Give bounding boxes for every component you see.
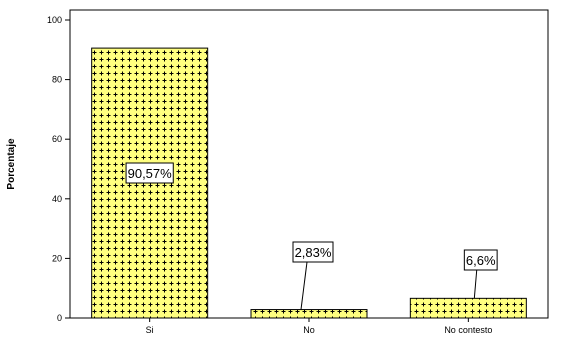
data-label-box (463, 249, 498, 271)
y-axis-label: Porcentaje (6, 138, 17, 190)
x-tick-label: No contesto (444, 325, 492, 335)
y-tick-label: 60 (52, 134, 62, 144)
y-tick-label: 0 (57, 313, 62, 323)
data-label: 2,83% (295, 245, 332, 260)
bar-no (250, 309, 368, 319)
y-tick-label: 80 (52, 75, 62, 85)
data-label: 6,6% (466, 253, 496, 268)
y-axis: 0 20 40 60 80 100 (47, 15, 70, 323)
y-tick-label: 20 (52, 253, 62, 263)
data-label-box (125, 162, 174, 184)
x-tick-label: Si (146, 325, 154, 335)
data-label: 90,57% (128, 166, 173, 181)
data-label-leader (300, 261, 308, 310)
data-label-leader (473, 269, 478, 299)
data-label-box (292, 241, 334, 263)
x-axis: Si No No contesto (146, 318, 492, 335)
x-tick-label: No (303, 325, 315, 335)
y-tick-label: 100 (47, 15, 62, 25)
bar-no-contesto (409, 297, 527, 319)
data-labels-group: 90,57% 2,83% 6,6% (125, 162, 498, 310)
y-tick-label: 40 (52, 194, 62, 204)
